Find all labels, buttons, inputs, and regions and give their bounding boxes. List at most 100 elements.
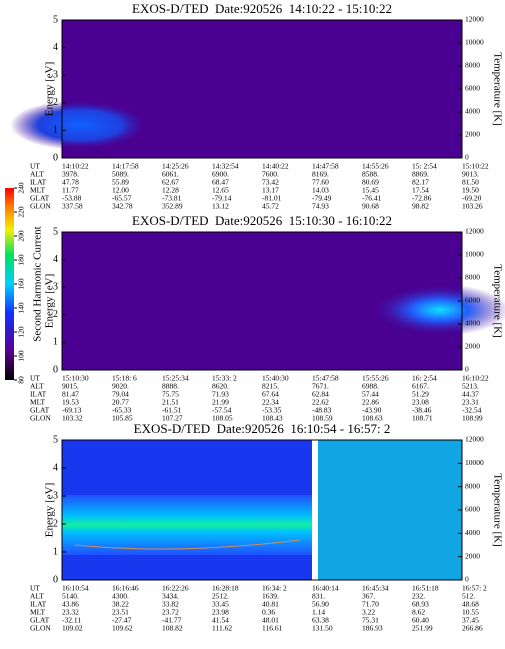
y2-tick-label: 4000 [465, 319, 480, 328]
table-cell: 33.45 [212, 600, 229, 609]
y2-tick-label: 10000 [465, 38, 484, 47]
table-cell: 16:22:26 [162, 584, 189, 593]
table-cell: 16:34: 2 [262, 584, 287, 593]
table-cell: -32.11 [62, 616, 81, 625]
table-cell: 81.47 [62, 390, 79, 399]
table-cell: 81.50 [462, 178, 479, 187]
table-cell: 21.99 [212, 398, 229, 407]
y2-tick-label: 12000 [465, 15, 484, 24]
y-axis-label: Energy [eV] [44, 62, 56, 116]
table-cell: -72.86 [412, 194, 432, 203]
table-cell: -79.14 [212, 194, 232, 203]
table-cell: 16:45:34 [362, 584, 389, 593]
table-cell: 6167. [412, 382, 429, 391]
table-cell: -73.81 [162, 194, 182, 203]
table-cell: 74.93 [312, 202, 329, 211]
y2-axis-label: Temperature [K] [491, 264, 503, 337]
y2-tick-label: 8000 [465, 481, 480, 490]
table-cell: 16:10:22 [462, 374, 489, 383]
table-cell: 6988. [362, 382, 379, 391]
y-axis-label: Energy [eV] [44, 483, 56, 537]
table-cell: 68.93 [412, 600, 429, 609]
table-cell: 8215. [262, 382, 279, 391]
table-cell: 56.90 [312, 600, 329, 609]
table-row-label: ILAT [30, 600, 47, 609]
table-row-label: UT [30, 374, 40, 383]
table-cell: 48.01 [262, 616, 279, 625]
table-row-label: ALT [30, 170, 44, 179]
table-cell: 8869. [412, 170, 429, 179]
y2-tick-label: 10000 [465, 250, 484, 259]
table-cell: 14:10:22 [62, 162, 89, 171]
table-cell: -65.57 [112, 194, 132, 203]
table-cell: 13.12 [212, 202, 229, 211]
table-cell: 17.54 [412, 186, 429, 195]
table-cell: 47.78 [62, 178, 79, 187]
table-cell: 16:51:18 [412, 584, 439, 593]
table-cell: 12.00 [112, 186, 129, 195]
table-cell: 831. [312, 592, 325, 601]
table-cell: 6061. [162, 170, 179, 179]
table-cell: -76.41 [362, 194, 382, 203]
table-cell: 57.44 [362, 390, 379, 399]
table-cell: 16:57: 2 [462, 584, 487, 593]
table-row-label: GLAT [30, 406, 50, 415]
table-cell: 1639. [262, 592, 279, 601]
table-cell: 103.32 [62, 414, 83, 423]
table-cell: -27.47 [112, 616, 132, 625]
table-row-label: GLAT [30, 616, 50, 625]
table-cell: -32.54 [462, 406, 482, 415]
table-cell: 103.26 [462, 202, 483, 211]
table-cell: 107.27 [162, 414, 183, 423]
table-cell: 14:32:54 [212, 162, 239, 171]
table-row-label: GLON [30, 414, 51, 423]
table-cell: 1.14 [312, 608, 325, 617]
table-cell: 55.89 [112, 178, 129, 187]
y-axis-label: Energy [eV] [44, 274, 56, 328]
table-cell: 116.61 [262, 624, 283, 633]
table-cell: 16:10:54 [62, 584, 89, 593]
table-cell: 16:28:18 [212, 584, 239, 593]
colorbar-tick-label: 100 [17, 350, 26, 362]
table-cell: -61.51 [162, 406, 182, 415]
y2-tick-label: 8000 [465, 273, 480, 282]
table-cell: 14:47:58 [312, 162, 339, 171]
spectrogram-bg [10, 20, 505, 580]
table-cell: 2512. [212, 592, 229, 601]
table-cell: -41.77 [162, 616, 182, 625]
table-cell: 251.99 [412, 624, 433, 633]
table-cell: 4300. [112, 592, 129, 601]
table-row-label: ALT [30, 592, 44, 601]
table-cell: -65.33 [112, 406, 132, 415]
y-tick-label: 1 [53, 125, 58, 136]
table-cell: -69.13 [62, 406, 82, 415]
table-cell: 10.55 [462, 608, 479, 617]
table-cell: 352.89 [162, 202, 183, 211]
table-cell: -79.49 [312, 194, 332, 203]
table-cell: 23.98 [212, 608, 229, 617]
table-cell: -57.54 [212, 406, 232, 415]
table-cell: 90.68 [362, 202, 379, 211]
table-cell: 15.45 [362, 186, 379, 195]
colorbar-tick-label: 240 [17, 182, 26, 194]
table-cell: 0.36 [262, 608, 275, 617]
table-cell: 71.93 [212, 390, 229, 399]
table-cell: 111.62 [212, 624, 232, 633]
table-cell: 73.42 [262, 178, 279, 187]
table-cell: 60.40 [412, 616, 429, 625]
table-cell: -53.88 [62, 194, 82, 203]
table-cell: 105.85 [112, 414, 133, 423]
table-cell: 266.86 [462, 624, 483, 633]
colorbar-tick-label: 80 [17, 376, 26, 384]
table-row-label: ALT [30, 382, 44, 391]
table-cell: 109.62 [112, 624, 133, 633]
colorbar-tick-label: 160 [17, 278, 26, 290]
y2-tick-label: 6000 [465, 84, 480, 93]
y2-tick-label: 6000 [465, 296, 480, 305]
table-cell: 15:33: 2 [212, 374, 237, 383]
table-cell: 71.70 [362, 600, 379, 609]
y2-tick-label: 4000 [465, 528, 480, 537]
table-cell: 5140. [62, 592, 79, 601]
y-tick-label: 3 [53, 69, 58, 80]
